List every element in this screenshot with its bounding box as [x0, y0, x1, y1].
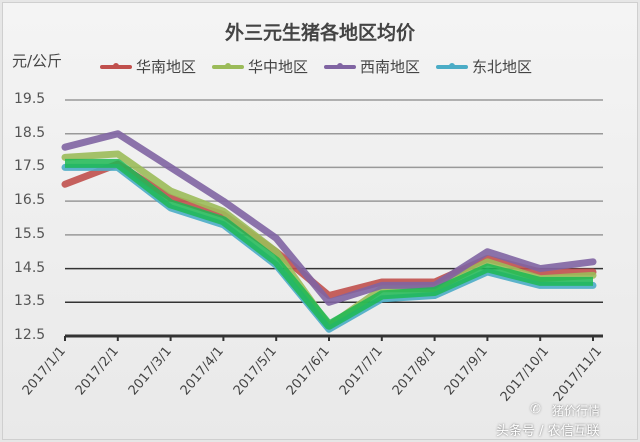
y-tick-label: 15.5	[14, 225, 46, 242]
y-tick-label: 12.5	[14, 327, 46, 343]
watermark-line1: 猪价行情	[552, 404, 601, 418]
y-tick-label: 19.5	[14, 91, 46, 107]
y-tick-label: 18.5	[14, 124, 46, 141]
line-marker-icon	[324, 62, 357, 69]
wechat-icon: ✆	[530, 402, 541, 417]
line-marker-icon	[212, 62, 245, 69]
y-tick-label: 16.5	[14, 192, 46, 209]
y-tick-label: 17.5	[14, 158, 46, 175]
watermark-line2: 头条号 / 农信互联	[496, 424, 600, 439]
y-axis-unit: 元/公斤	[12, 52, 63, 70]
line-marker-icon	[436, 62, 469, 69]
legend-item-northeast: 东北地区	[436, 56, 532, 77]
y-tick-label: 13.5	[14, 293, 46, 310]
legend-item-central-china: 华中地区	[212, 56, 308, 77]
legend-item-southwest: 西南地区	[324, 56, 420, 77]
y-tick-label: 14.5	[14, 259, 46, 276]
legend-item-south-china: 华南地区	[100, 56, 196, 77]
legend: 华南地区 华中地区 西南地区 东北地区	[100, 56, 532, 77]
chart-title: 外三元生猪各地区均价	[224, 22, 415, 44]
line-marker-icon	[100, 62, 132, 69]
